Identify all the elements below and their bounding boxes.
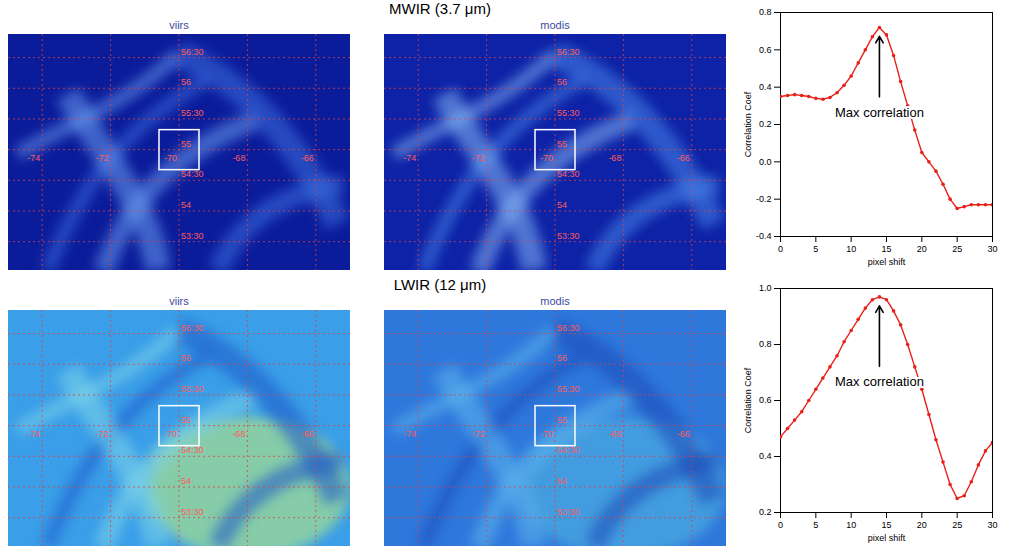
svg-text:-66: -66 — [301, 153, 314, 163]
svg-text:1.0: 1.0 — [759, 283, 772, 293]
svg-text:54:30: 54:30 — [181, 445, 204, 455]
svg-text:20: 20 — [917, 520, 927, 530]
svg-text:-70: -70 — [540, 153, 553, 163]
svg-text:54: 54 — [557, 200, 567, 210]
svg-text:0.2: 0.2 — [759, 507, 772, 517]
svg-text:-66: -66 — [677, 429, 690, 439]
svg-text:53:30: 53:30 — [557, 231, 580, 241]
svg-text:0: 0 — [778, 520, 783, 530]
svg-text:0.8: 0.8 — [759, 339, 772, 349]
svg-text:53:30: 53:30 — [557, 507, 580, 517]
svg-text:55: 55 — [557, 139, 567, 149]
svg-text:0.4: 0.4 — [759, 451, 772, 461]
svg-text:-66: -66 — [301, 429, 314, 439]
svg-text:0: 0 — [778, 244, 783, 254]
svg-text:-70: -70 — [540, 429, 553, 439]
svg-text:-72: -72 — [472, 429, 485, 439]
svg-text:56:30: 56:30 — [557, 47, 580, 57]
svg-text:15: 15 — [881, 244, 891, 254]
svg-text:54:30: 54:30 — [557, 169, 580, 179]
svg-text:pixel shift: pixel shift — [868, 257, 906, 267]
svg-text:10: 10 — [846, 520, 856, 530]
svg-text:54: 54 — [557, 476, 567, 486]
svg-text:0.6: 0.6 — [759, 395, 772, 405]
svg-text:-74: -74 — [27, 153, 40, 163]
svg-text:55: 55 — [557, 415, 567, 425]
svg-text:0.4: 0.4 — [759, 82, 772, 92]
svg-text:-72: -72 — [96, 153, 109, 163]
svg-text:54:30: 54:30 — [181, 169, 204, 179]
html-text:modis: modis — [540, 19, 570, 31]
svg-text:15: 15 — [881, 520, 891, 530]
svg-text:30: 30 — [987, 244, 997, 254]
svg-text:Max correlation: Max correlation — [835, 374, 924, 389]
svg-text:-74: -74 — [27, 429, 40, 439]
svg-text:-72: -72 — [96, 429, 109, 439]
svg-text:-66: -66 — [677, 153, 690, 163]
svg-text:Max correlation: Max correlation — [835, 105, 924, 120]
svg-text:0.6: 0.6 — [759, 45, 772, 55]
svg-text:56: 56 — [181, 353, 191, 363]
svg-text:0.0: 0.0 — [759, 157, 772, 167]
svg-text:25: 25 — [952, 244, 962, 254]
svg-text:56: 56 — [181, 77, 191, 87]
svg-text:25: 25 — [952, 520, 962, 530]
html-text:LWIR (12 μm): LWIR (12 μm) — [393, 276, 487, 293]
svg-text:56: 56 — [557, 77, 567, 87]
svg-text:56:30: 56:30 — [557, 323, 580, 333]
html-text:viirs: viirs — [169, 19, 189, 31]
svg-text:-70: -70 — [164, 153, 177, 163]
svg-text:0.8: 0.8 — [759, 7, 772, 17]
svg-text:-72: -72 — [472, 153, 485, 163]
svg-text:-0.4: -0.4 — [756, 231, 772, 241]
svg-text:55:30: 55:30 — [181, 108, 204, 118]
svg-text:20: 20 — [917, 244, 927, 254]
svg-text:30: 30 — [987, 520, 997, 530]
svg-text:55:30: 55:30 — [557, 108, 580, 118]
svg-text:53:30: 53:30 — [181, 507, 204, 517]
svg-text:54:30: 54:30 — [557, 445, 580, 455]
svg-text:-74: -74 — [403, 153, 416, 163]
svg-text:-68: -68 — [232, 429, 245, 439]
svg-text:pixel shift: pixel shift — [868, 533, 906, 543]
svg-text:55: 55 — [181, 415, 191, 425]
svg-text:Correlation Coef: Correlation Coef — [743, 91, 753, 157]
svg-text:54: 54 — [181, 200, 191, 210]
svg-text:0.2: 0.2 — [759, 119, 772, 129]
svg-text:54: 54 — [181, 476, 191, 486]
svg-text:5: 5 — [813, 520, 818, 530]
svg-text:-70: -70 — [164, 429, 177, 439]
html-text:viirs: viirs — [169, 295, 189, 307]
svg-text:-68: -68 — [232, 153, 245, 163]
svg-text:55:30: 55:30 — [557, 384, 580, 394]
svg-text:-68: -68 — [608, 153, 621, 163]
svg-text:10: 10 — [846, 244, 856, 254]
svg-text:55:30: 55:30 — [181, 384, 204, 394]
svg-text:-0.2: -0.2 — [756, 194, 772, 204]
html-text:modis: modis — [540, 295, 570, 307]
svg-text:55: 55 — [181, 139, 191, 149]
svg-text:56:30: 56:30 — [181, 323, 204, 333]
svg-text:-68: -68 — [608, 429, 621, 439]
svg-text:56: 56 — [557, 353, 567, 363]
svg-text:56:30: 56:30 — [181, 47, 204, 57]
svg-text:-74: -74 — [403, 429, 416, 439]
html-text:MWIR (3.7 μm): MWIR (3.7 μm) — [389, 0, 491, 17]
svg-text:53:30: 53:30 — [181, 231, 204, 241]
svg-text:5: 5 — [813, 244, 818, 254]
svg-text:Correlation Coef: Correlation Coef — [743, 367, 753, 433]
